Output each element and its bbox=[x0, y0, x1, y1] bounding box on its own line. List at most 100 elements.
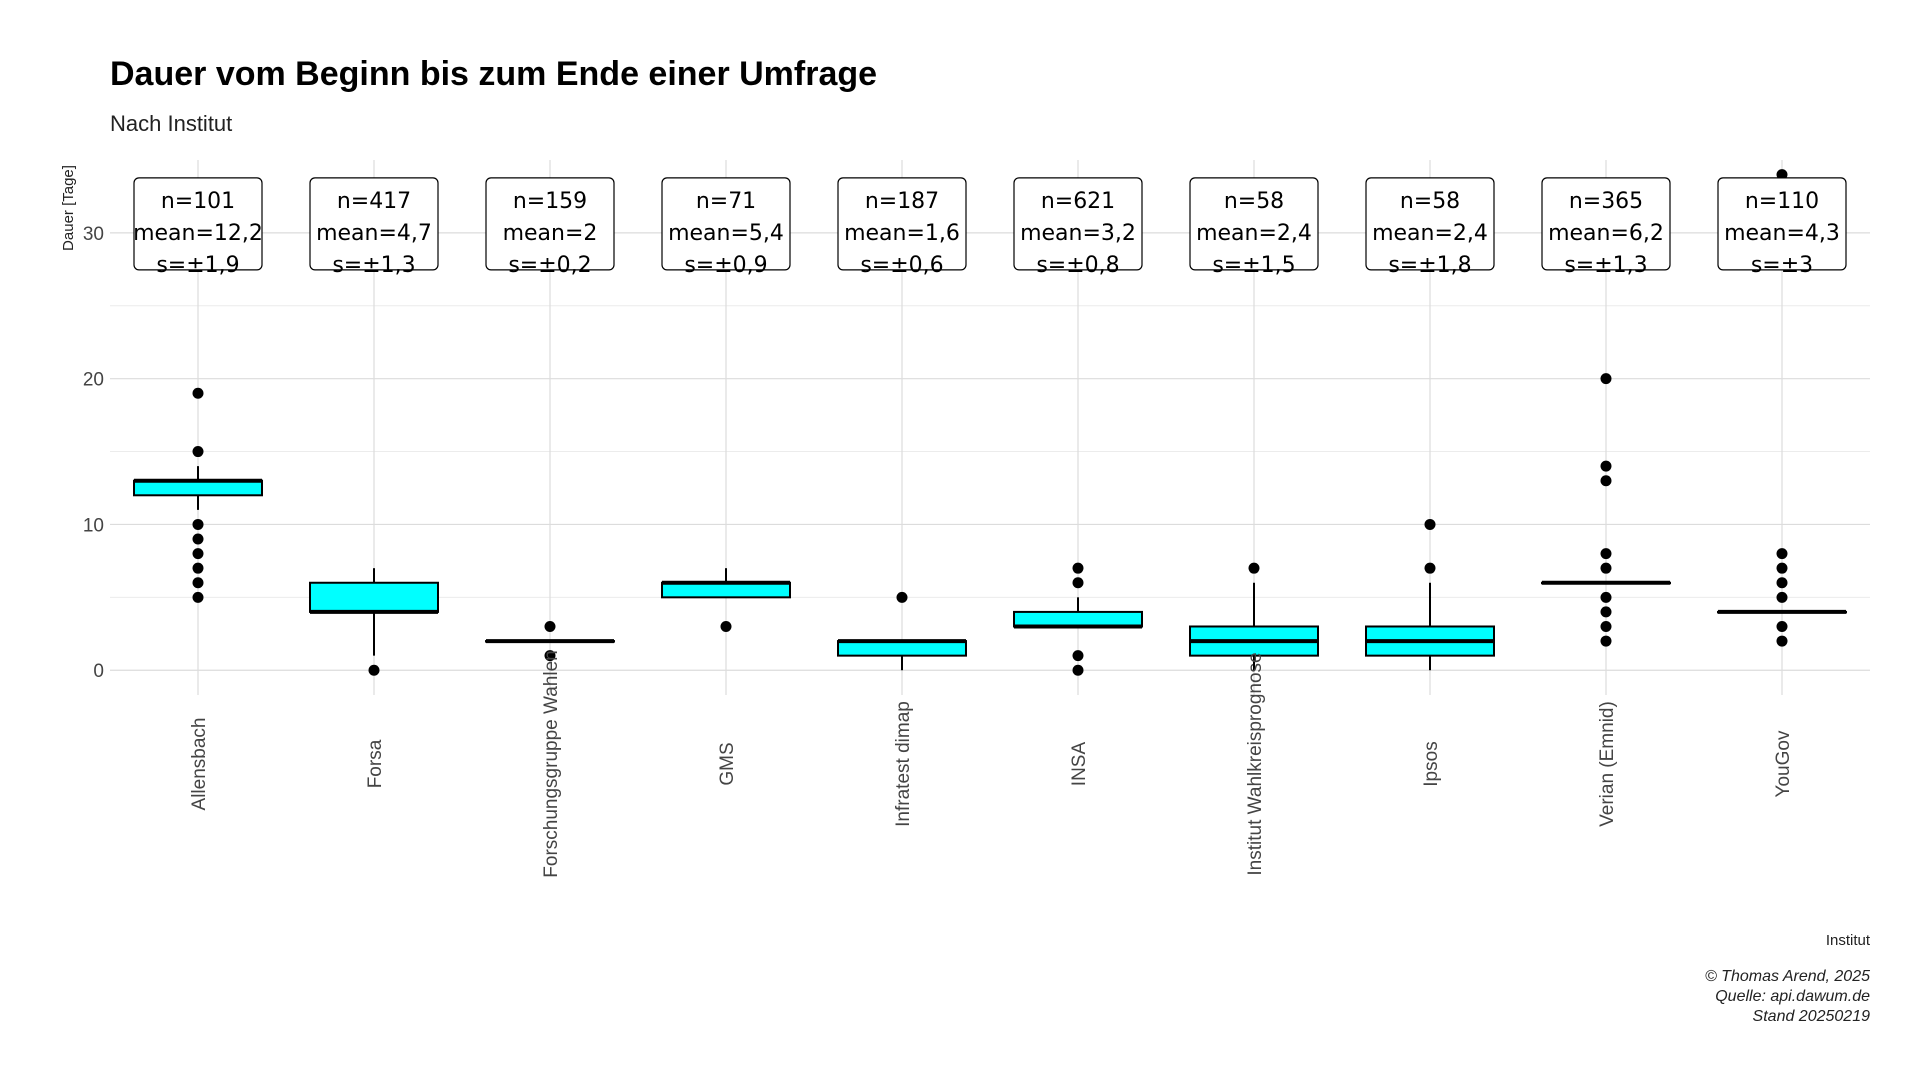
x-axis-label: Institut bbox=[1826, 932, 1871, 949]
stat-label-0: n=101 mean=12,2 s=±1,9 bbox=[133, 177, 263, 278]
chart-subtitle: Nach Institut bbox=[110, 111, 232, 136]
outlier-point bbox=[1600, 373, 1612, 385]
stat-label-box bbox=[309, 177, 439, 271]
stat-label-box bbox=[837, 177, 967, 271]
y-tick-label: 10 bbox=[83, 515, 104, 536]
y-axis-label: Dauer [Tage] bbox=[60, 165, 77, 251]
outlier-point bbox=[544, 650, 556, 662]
box-rect bbox=[1013, 610, 1143, 628]
x-tick-label: Ipsos bbox=[1421, 741, 1442, 786]
stat-label-box bbox=[1717, 177, 1847, 271]
stat-label-box bbox=[133, 177, 263, 271]
stat-s: s=±1,9 bbox=[156, 253, 239, 278]
stat-label-7: n=58 mean=2,4 s=±1,8 bbox=[1365, 177, 1495, 278]
y-tick-label: 30 bbox=[83, 224, 104, 245]
outlier-point bbox=[1776, 620, 1788, 632]
x-tick-label: Infratest dimap bbox=[893, 701, 914, 827]
stat-n: n=58 bbox=[1224, 189, 1284, 214]
outlier-point bbox=[1776, 591, 1788, 603]
outlier-point bbox=[1776, 577, 1788, 589]
stat-mean: mean=3,2 bbox=[1020, 221, 1136, 246]
box-rect bbox=[837, 640, 967, 657]
outlier-point bbox=[1248, 562, 1260, 574]
stat-label-1: n=417 mean=4,7 s=±1,3 bbox=[309, 177, 439, 278]
box-8 bbox=[1541, 580, 1671, 585]
stat-label-box bbox=[1541, 177, 1671, 271]
stat-mean: mean=5,4 bbox=[668, 221, 784, 246]
outlier-point bbox=[1600, 591, 1612, 603]
stat-n: n=187 bbox=[865, 189, 939, 214]
outlier-point bbox=[192, 446, 204, 458]
stat-n: n=101 bbox=[161, 189, 235, 214]
outlier-point bbox=[1776, 562, 1788, 574]
stat-label-8: n=365 mean=6,2 s=±1,3 bbox=[1541, 177, 1671, 278]
outlier-point bbox=[1072, 664, 1084, 676]
outlier-point bbox=[720, 620, 732, 632]
stat-label-3: n=71 mean=5,4 s=±0,9 bbox=[661, 177, 791, 278]
stat-label-box bbox=[1365, 177, 1495, 271]
outlier-point bbox=[1424, 562, 1436, 574]
box-rect bbox=[133, 479, 263, 497]
box-9 bbox=[1717, 609, 1847, 614]
box-6 bbox=[1189, 582, 1319, 671]
stat-s: s=±0,2 bbox=[508, 253, 591, 278]
stat-s: s=±0,9 bbox=[684, 253, 767, 278]
stat-mean: mean=2,4 bbox=[1372, 221, 1488, 246]
outlier-points bbox=[192, 169, 1788, 676]
outlier-point bbox=[192, 577, 204, 589]
x-tick-label: YouGov bbox=[1773, 730, 1794, 797]
outlier-point bbox=[1424, 518, 1436, 530]
y-axis-ticks: 0 10 20 30 bbox=[83, 224, 104, 682]
y-tick-label: 20 bbox=[83, 370, 104, 391]
x-tick-label: Forschungsgruppe Wahlen bbox=[541, 650, 562, 877]
outlier-point bbox=[1600, 475, 1612, 487]
caption-line-2: Quelle: api.dawum.de bbox=[1715, 988, 1870, 1005]
outlier-point bbox=[1600, 606, 1612, 618]
stat-mean: mean=2 bbox=[503, 221, 598, 246]
box-5 bbox=[1013, 597, 1143, 629]
outlier-point bbox=[192, 562, 204, 574]
outlier-point bbox=[1600, 548, 1612, 560]
outlier-point bbox=[1776, 635, 1788, 647]
outlier-point bbox=[1600, 460, 1612, 472]
outlier-point bbox=[1600, 620, 1612, 632]
stat-label-box bbox=[1189, 177, 1319, 271]
outlier-point bbox=[192, 387, 204, 399]
stat-label-box bbox=[661, 177, 791, 271]
outlier-point bbox=[1072, 562, 1084, 574]
stat-n: n=71 bbox=[696, 189, 756, 214]
stat-mean: mean=1,6 bbox=[844, 221, 960, 246]
outlier-point bbox=[896, 591, 908, 603]
boxes bbox=[133, 466, 1847, 671]
stat-label-2: n=159 mean=2 s=±0,2 bbox=[485, 177, 615, 278]
stat-mean: mean=6,2 bbox=[1548, 221, 1664, 246]
box-rect bbox=[661, 581, 791, 599]
x-tick-label: Forsa bbox=[365, 739, 386, 788]
y-tick-label: 0 bbox=[93, 661, 104, 682]
stat-label-box bbox=[1013, 177, 1143, 271]
outlier-point bbox=[192, 591, 204, 603]
stat-s: s=±1,3 bbox=[1564, 253, 1647, 278]
caption: © Thomas Arend, 2025 Quelle: api.dawum.d… bbox=[1705, 968, 1870, 1025]
x-axis-ticks: Allensbach Forsa Forschungsgruppe Wahlen GM… bbox=[189, 650, 1794, 877]
stat-label-5: n=621 mean=3,2 s=±0,8 bbox=[1013, 177, 1143, 278]
stat-mean: mean=2,4 bbox=[1196, 221, 1312, 246]
stat-mean: mean=12,2 bbox=[133, 221, 263, 246]
box-4 bbox=[837, 639, 967, 671]
outlier-point bbox=[1072, 577, 1084, 589]
stat-n: n=365 bbox=[1569, 189, 1643, 214]
x-tick-label: INSA bbox=[1069, 742, 1090, 787]
stat-label-6: n=58 mean=2,4 s=±1,5 bbox=[1189, 177, 1319, 278]
stat-label-9: n=110 mean=4,3 s=±3 bbox=[1717, 177, 1847, 278]
stat-s: s=±1,8 bbox=[1388, 253, 1471, 278]
outlier-point bbox=[192, 533, 204, 545]
stat-n: n=159 bbox=[513, 189, 587, 214]
stat-s: s=±1,5 bbox=[1212, 253, 1295, 278]
box-7 bbox=[1365, 582, 1495, 671]
x-tick-label: Institut Wahlkreisprognose bbox=[1245, 652, 1266, 875]
x-tick-label: Allensbach bbox=[189, 718, 210, 811]
outlier-point bbox=[1600, 635, 1612, 647]
box-rect bbox=[309, 581, 439, 613]
